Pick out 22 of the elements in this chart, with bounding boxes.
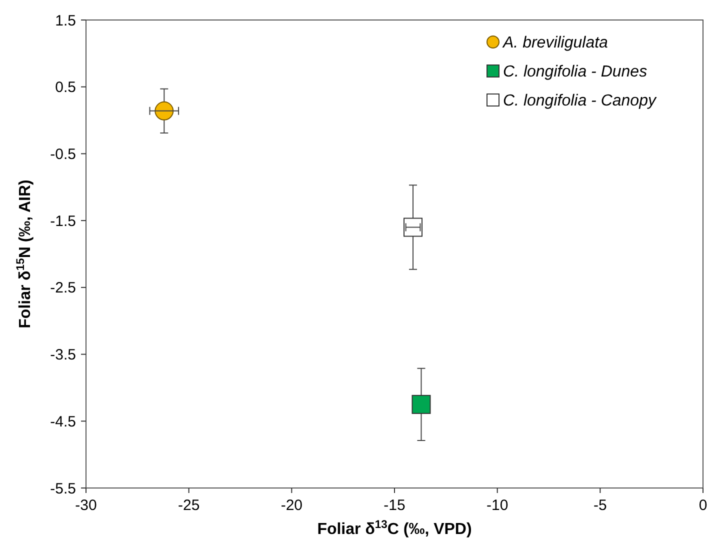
y-tick-label: 1.5 xyxy=(55,12,76,30)
point xyxy=(154,101,174,120)
x-tick-label: -15 xyxy=(384,497,406,514)
legend-label: C. longifolia - Canopy xyxy=(503,92,657,110)
y-tick-label: 0.5 xyxy=(55,79,76,96)
legend-label: C. longifolia - Dunes xyxy=(503,64,648,81)
y-tick-label: -0.5 xyxy=(50,146,76,163)
x-tick-label: -5 xyxy=(593,497,607,514)
point xyxy=(404,218,423,237)
y-tick-label: -1.5 xyxy=(50,212,76,230)
x-tick-label: -25 xyxy=(178,497,200,514)
x-tick-label: -10 xyxy=(486,497,508,514)
y-tick-label: -5.5 xyxy=(50,480,76,498)
legend-label: A. breviligulata xyxy=(502,34,608,52)
y-tick-label: -4.5 xyxy=(50,413,76,430)
y-tick-label: -2.5 xyxy=(50,280,76,297)
x-tick-label: -20 xyxy=(280,497,303,514)
y-tick-label: -3.5 xyxy=(50,346,76,364)
x-tick-label: -30 xyxy=(75,497,97,514)
point xyxy=(412,394,431,414)
x-tick-label: 0 xyxy=(698,497,708,514)
x-axis-title: Foliar δ$^{13}$C (‰, VPD) xyxy=(317,519,472,538)
